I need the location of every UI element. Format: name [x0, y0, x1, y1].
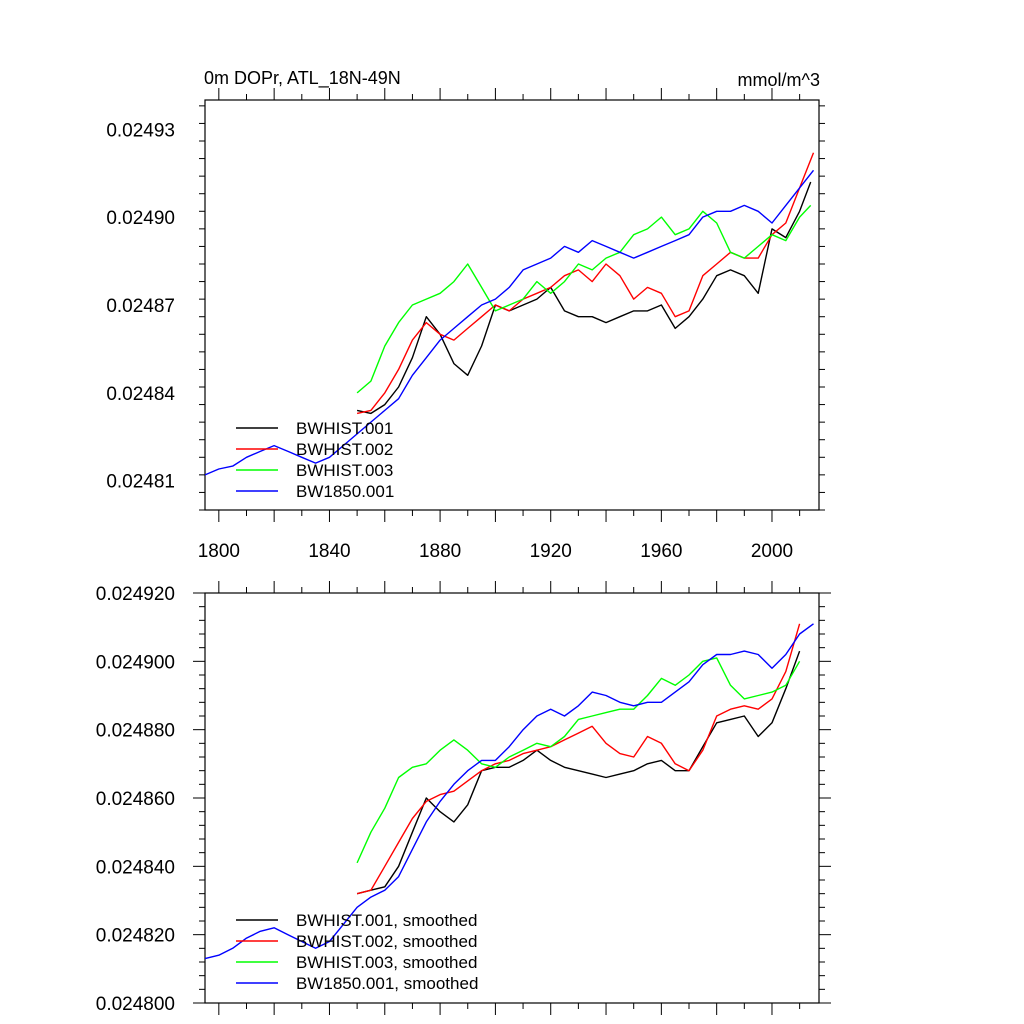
series-line [356, 650, 801, 895]
x-tick-label: 1800 [198, 541, 240, 562]
top-panel-title: 0m DOPr, ATL_18N-49N [204, 68, 401, 89]
series-line [356, 152, 815, 415]
legend-entry: BW1850.001, smoothed [296, 974, 478, 993]
series-line [356, 204, 812, 394]
series-line [356, 657, 801, 864]
y-tick-label: 0.02493 [106, 120, 175, 141]
bottom-panel-axes: 0.024800 0.024820 0.024840 0.024860 0.024880… [96, 581, 831, 1015]
y-tick-label: 0.024800 [96, 994, 175, 1015]
x-tick-label: 1920 [530, 541, 572, 562]
x-tick-label: 1840 [308, 541, 350, 562]
x-tick-label: 2000 [751, 541, 793, 562]
legend-entry: BWHIST.002 [296, 440, 393, 459]
y-tick-label: 0.024860 [96, 789, 175, 810]
legend-entry: BWHIST.003, smoothed [296, 953, 477, 972]
legend-entry: BWHIST.002, smoothed [296, 932, 477, 951]
y-tick-label: 0.02484 [106, 384, 175, 405]
y-tick-label: 0.02481 [106, 472, 175, 493]
y-tick-label: 0.024900 [96, 652, 175, 673]
y-tick-label: 0.02487 [106, 296, 175, 317]
y-tick-label: 0.024920 [96, 584, 175, 605]
legend-entry: BWHIST.001, smoothed [296, 911, 477, 930]
top-panel-legend: BWHIST.001 BWHIST.002 BWHIST.003 BW1850.001 [236, 419, 394, 501]
top-panel: 0m DOPr, ATL_18N-49N mmol/m^3 1800 1840 18… [106, 68, 825, 562]
series-line [356, 623, 801, 895]
top-panel-units: mmol/m^3 [738, 70, 820, 90]
y-tick-label: 0.024820 [96, 926, 175, 947]
y-tick-label: 0.02490 [106, 208, 175, 229]
y-tick-label: 0.024880 [96, 721, 175, 742]
legend-entry: BWHIST.003 [296, 461, 393, 480]
top-panel-series [204, 152, 815, 476]
series-line [204, 623, 814, 960]
y-tick-label: 0.024840 [96, 857, 175, 878]
legend-entry: BW1850.001 [296, 482, 394, 501]
series-line [356, 181, 812, 415]
bottom-panel-legend: BWHIST.001, smoothed BWHIST.002, smoothed… [236, 911, 478, 993]
x-tick-label: 1880 [419, 541, 461, 562]
bottom-panel-series [204, 623, 814, 960]
top-panel-axes: 1800 1840 1880 1920 1960 2000 0.02481 0.02484 0.… [106, 88, 825, 562]
bottom-panel: 0.024800 0.024820 0.024840 0.024860 0.024880… [96, 581, 831, 1015]
legend-entry: BWHIST.001 [296, 419, 393, 438]
series-line [204, 169, 815, 476]
x-tick-label: 1960 [640, 541, 682, 562]
plot-frame [204, 99, 820, 511]
